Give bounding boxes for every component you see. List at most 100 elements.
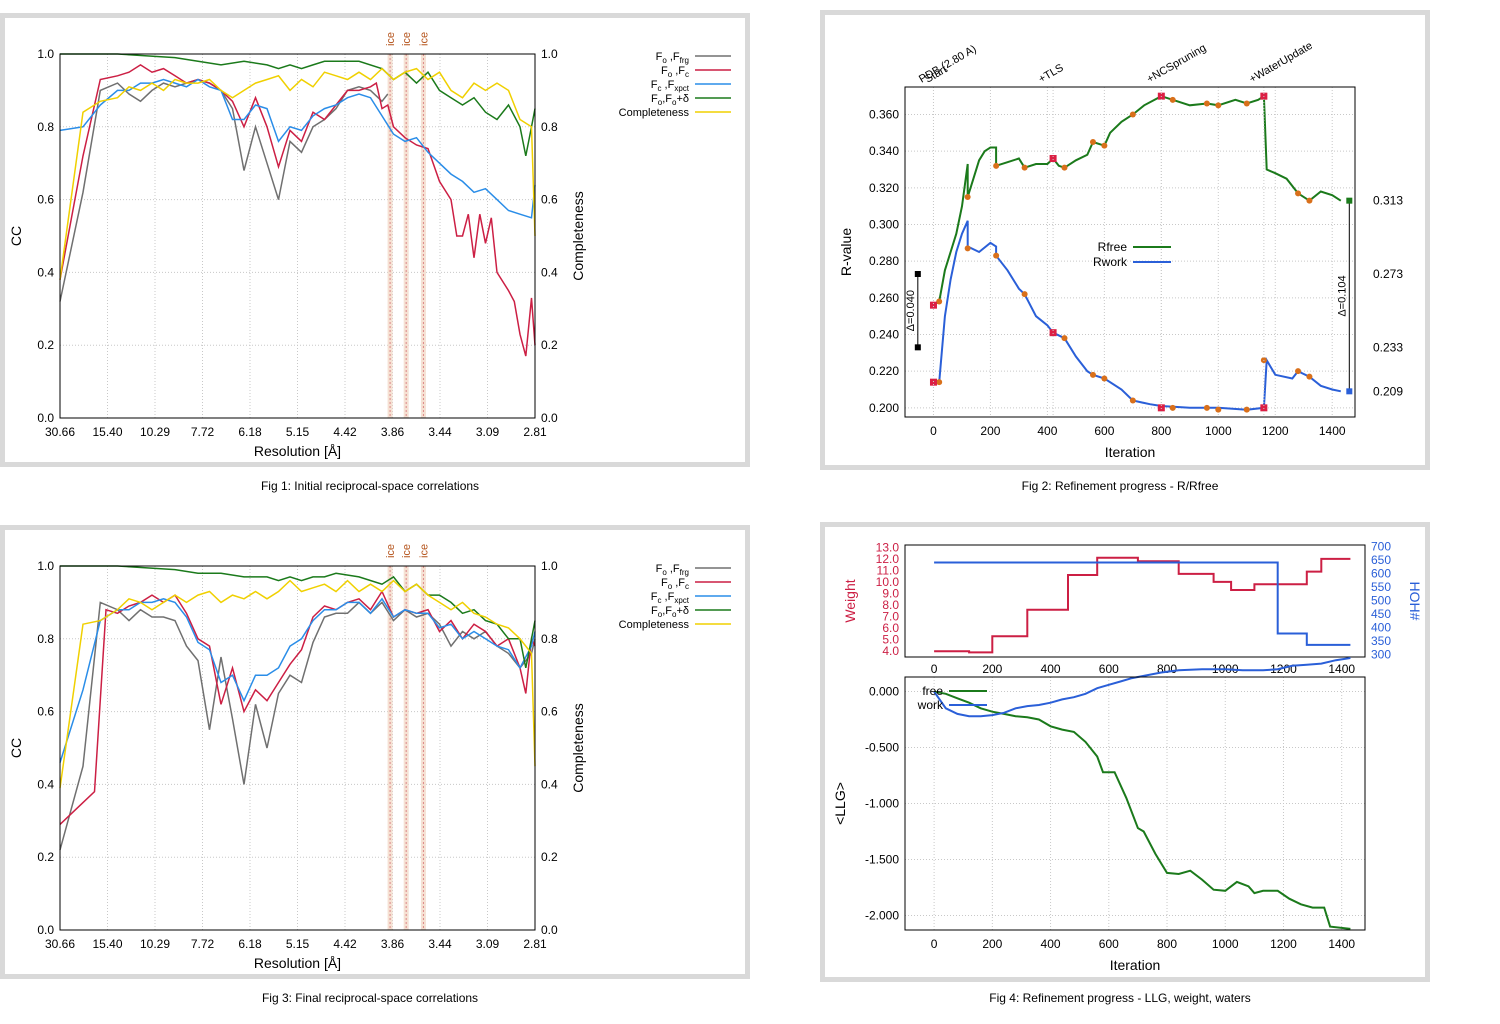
fig4-hoh-tick-label: 650 — [1371, 553, 1391, 567]
fig1-y2tick-label: 0.8 — [541, 120, 558, 134]
fig4-hoh-tick-label: 550 — [1371, 580, 1391, 594]
fig3-caption: Fig 3: Final reciprocal-space correlatio… — [261, 991, 479, 1005]
fig4-top-xtick-label: 200 — [982, 662, 1002, 676]
fig2-marker-point — [993, 162, 1000, 169]
fig4-panel: 0 200 400 600 800 1000 1200 1400 13.0 12.0 11.0 10.… — [820, 522, 1430, 982]
fig2-xtick-label: 1200 — [1262, 424, 1289, 438]
fig3-y2tick-label: 0.4 — [541, 777, 558, 791]
fig1-y2tick-label: 1.0 — [541, 47, 558, 61]
fig4-ylabel: <LLG> — [832, 782, 848, 825]
fig4-series-free — [933, 690, 1351, 930]
fig4-series-work — [933, 657, 1351, 718]
fig2-xtick-label: 1400 — [1319, 424, 1346, 438]
fig2-marker-point — [1203, 404, 1210, 411]
fig4-weight-label: Weight — [842, 579, 858, 622]
fig2-right-delta-label: Δ=0.104 — [1336, 275, 1348, 316]
fig4-weight-tick-label: 13.0 — [876, 540, 900, 554]
fig2-plot-frame — [904, 86, 1356, 418]
fig1-xtick-label: 5.15 — [286, 425, 310, 439]
fig4-xtick-label: 200 — [982, 937, 1002, 951]
fig1-ytick-label: 0.8 — [37, 120, 54, 134]
fig2-marker-point — [1089, 371, 1096, 378]
fig1-chart: 0.0 0.0 0.2 0.2 0.4 0.4 0.6 0.6 0.8 0.8 1.0 1.0 30.6… — [8, 32, 731, 459]
fig2-marker-point — [1089, 139, 1096, 145]
fig4-hoh-tick-label: 600 — [1371, 566, 1391, 580]
fig2-right-delta-cap — [1346, 388, 1353, 395]
fig2-marker-point — [964, 194, 971, 200]
fig3-xtick-label: 6.18 — [238, 937, 262, 951]
fig3-chart: 0.0 0.0 0.2 0.2 0.4 0.4 0.6 0.6 0.8 0.8 1.0 1.0 30.6… — [8, 544, 731, 971]
fig2-panel: 0 200 400 600 800 1000 1200 1400 0.200 0.220 0.240… — [820, 10, 1430, 470]
fig2-chart: 0 200 400 600 800 1000 1200 1400 0.200 0.220 0.240… — [838, 40, 1403, 460]
fig1-panel: 0.0 0.0 0.2 0.2 0.4 0.4 0.6 0.6 0.8 0.8 1.0 1.0 30.6… — [0, 13, 750, 467]
fig4-weight-tick-label: 6.0 — [882, 621, 899, 635]
fig4-bottom-frame — [904, 676, 1366, 931]
fig2-marker-point — [1295, 368, 1302, 375]
fig3-ytick-label: 0.2 — [37, 850, 54, 864]
fig4-hoh-tick-label: 300 — [1371, 647, 1391, 661]
fig4-weight-tick-label: 10.0 — [876, 575, 900, 589]
fig3-y2label: Completeness — [570, 703, 586, 793]
fig3-y2tick-label: 1.0 — [541, 559, 558, 573]
fig3-xtick-label: 15.40 — [92, 937, 122, 951]
fig2-marker-point — [1215, 102, 1222, 109]
fig3-xtick-label: 3.44 — [428, 937, 452, 951]
fig2-marker-square — [1049, 329, 1057, 337]
fig2-ytick-label: 0.300 — [869, 218, 899, 232]
fig4-hoh-tick-label: 450 — [1371, 607, 1391, 621]
fig2-marker-point — [1169, 96, 1176, 103]
fig2-left-delta-cap — [914, 344, 921, 351]
fig4-weight-tick-label: 12.0 — [876, 552, 900, 566]
fig1-ice-label: ice — [418, 32, 430, 46]
fig4-hoh-tick-label: 500 — [1371, 593, 1391, 607]
fig1-series-cm — [59, 67, 536, 280]
fig4-weight-tick-label: 11.0 — [877, 563, 900, 577]
fig1-xtick-label: 30.66 — [45, 425, 75, 439]
fig2-xtick-label: 0 — [930, 424, 937, 438]
fig4-hoh-tick-label: 400 — [1371, 620, 1391, 634]
fig1-ice-label: ice — [385, 32, 397, 46]
fig2-ytick-label: 0.220 — [869, 364, 899, 378]
fig4-ytick-label: -0.500 — [865, 741, 899, 755]
fig1-y2tick-label: 0.6 — [541, 193, 558, 207]
fig1-legend-label-cm: Completeness — [619, 107, 690, 119]
fig1-xtick-label: 7.72 — [191, 425, 215, 439]
fig2-xtick-label: 1000 — [1205, 424, 1232, 438]
fig3-series-fc — [59, 589, 536, 825]
fig2-right-value-label: 0.209 — [1373, 384, 1403, 398]
fig1-series-frg — [59, 78, 389, 302]
fig3-plot-frame — [59, 565, 536, 931]
fig1-ytick-label: 0.4 — [37, 265, 54, 279]
fig2-xtick-label: 600 — [1094, 424, 1114, 438]
fig4-ytick-label: -2.000 — [865, 908, 899, 922]
fig1-xlabel: Resolution [Å] — [254, 443, 341, 459]
fig1-ytick-label: 1.0 — [37, 47, 54, 61]
fig3-legend-label-cm: Completeness — [619, 619, 690, 631]
fig3-ytick-label: 0.8 — [37, 632, 54, 646]
fig2-left-delta-label: Δ=0.040 — [905, 290, 917, 331]
fig1-xtick-label: 4.42 — [333, 425, 357, 439]
fig4-xtick-label: 400 — [1041, 937, 1061, 951]
fig4-hoh-tick-label: 700 — [1371, 539, 1391, 553]
fig1-xtick-label: 3.44 — [428, 425, 452, 439]
fig1-legend-label-fx: Fc ,Fxpct — [651, 79, 690, 93]
fig2-ytick-label: 0.320 — [869, 181, 899, 195]
fig4-xtick-label: 600 — [1099, 937, 1119, 951]
fig3-legend-label-fx: Fc ,Fxpct — [651, 591, 690, 605]
fig1-plot-frame — [59, 53, 536, 419]
fig2-marker-point — [993, 252, 1000, 259]
fig2-series-rwork — [933, 220, 1342, 411]
fig3-xtick-label: 4.42 — [333, 937, 357, 951]
fig2-marker-point — [1021, 291, 1028, 298]
fig4-top-xtick-label: 600 — [1099, 662, 1119, 676]
fig3-ice-label: ice — [401, 544, 413, 558]
fig2-ytick-label: 0.260 — [869, 291, 899, 305]
fig2-marker-point — [1061, 335, 1068, 342]
fig1-ylabel: CC — [8, 226, 24, 246]
fig1-legend-label-frg: Fo ,Ffrg — [656, 51, 689, 65]
fig1-xtick-label: 3.86 — [381, 425, 405, 439]
fig2-ytick-label: 0.280 — [869, 254, 899, 268]
fig2-marker-point — [1215, 406, 1222, 413]
fig3-ylabel: CC — [8, 738, 24, 758]
fig4-weight-tick-label: 5.0 — [882, 633, 899, 647]
